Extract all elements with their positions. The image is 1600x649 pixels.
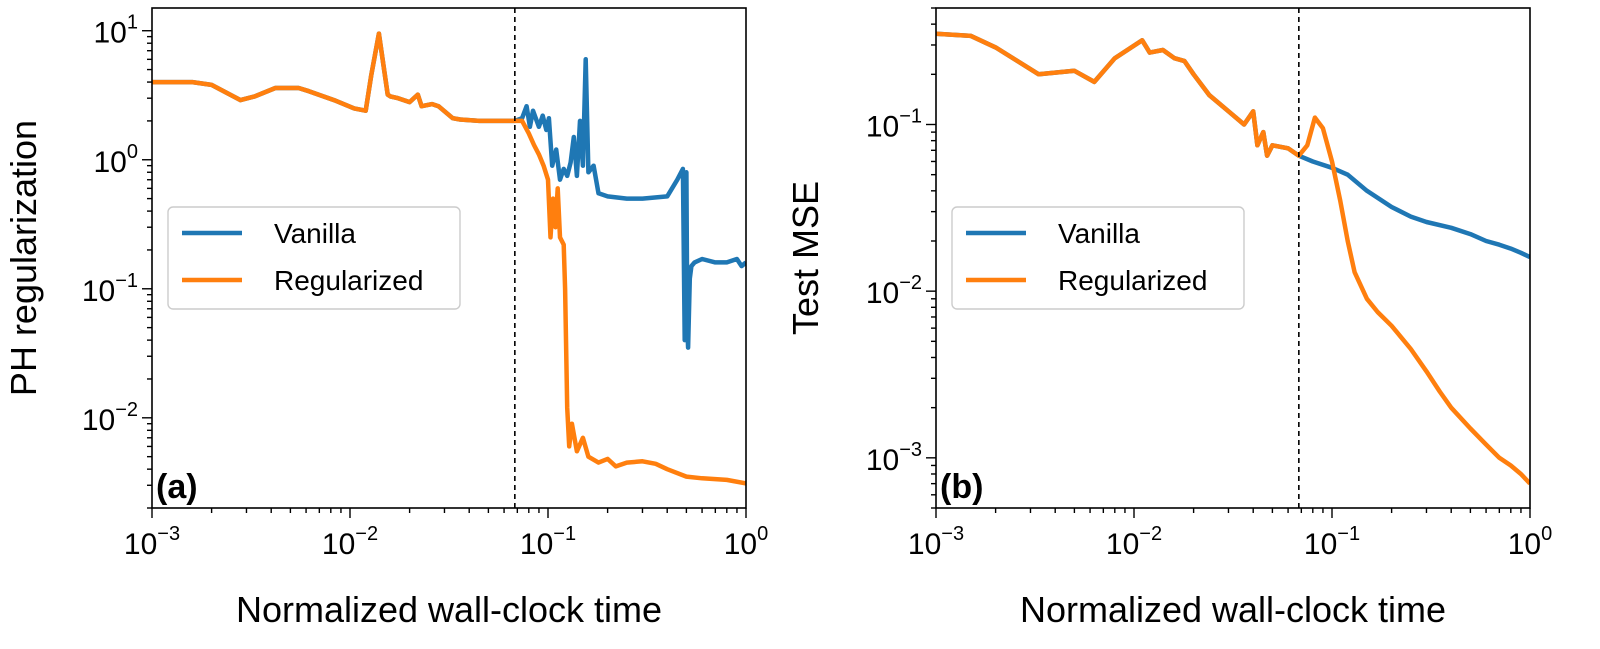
y-tick-label: 10−2 bbox=[866, 272, 922, 310]
legend: Vanilla Regularized bbox=[951, 206, 1245, 310]
x-tick-label: 10−1 bbox=[520, 523, 576, 561]
panel-b: 10−3 10−2 10−1 100 10−3 10−2 10−1 Normalized wa… bbox=[785, 7, 1553, 630]
legend-label-regularized: Regularized bbox=[1058, 265, 1207, 296]
y-tick-label: 10−1 bbox=[82, 270, 138, 308]
axes-frame bbox=[151, 7, 747, 509]
x-tick-label: 100 bbox=[724, 523, 769, 561]
legend: Vanilla Regularized bbox=[167, 206, 461, 310]
y-tick-label: 100 bbox=[94, 141, 139, 179]
panel-a: 10−3 10−2 10−1 100 10−2 10−1 100 101 Normalized … bbox=[3, 7, 769, 630]
legend-label-vanilla: Vanilla bbox=[1058, 218, 1140, 249]
y-tick-label: 10−2 bbox=[82, 399, 138, 437]
y-tick-label: 10−3 bbox=[866, 439, 922, 477]
legend-label-regularized: Regularized bbox=[274, 265, 423, 296]
x-tick-label: 10−2 bbox=[322, 523, 378, 561]
y-axis-label: Test MSE bbox=[785, 181, 826, 335]
plot-area bbox=[936, 31, 1530, 486]
x-tick-label: 10−3 bbox=[124, 523, 180, 561]
y-axis-label: PH regularization bbox=[3, 120, 44, 396]
x-tick-label: 100 bbox=[1508, 523, 1553, 561]
y-tick-label: 10−1 bbox=[866, 105, 922, 143]
x-tick-label: 10−1 bbox=[1304, 523, 1360, 561]
x-tick-label: 10−2 bbox=[1106, 523, 1162, 561]
x-tick-label: 10−3 bbox=[908, 523, 964, 561]
y-tick-label: 101 bbox=[94, 12, 139, 50]
legend-label-vanilla: Vanilla bbox=[274, 218, 356, 249]
x-axis-label: Normalized wall-clock time bbox=[1020, 589, 1446, 630]
series-line-regularized bbox=[936, 31, 1530, 486]
plot-area bbox=[152, 31, 746, 486]
series-line-regularized bbox=[152, 31, 746, 486]
axes-frame bbox=[935, 7, 1531, 509]
panel-label: (b) bbox=[940, 468, 983, 506]
x-axis-label: Normalized wall-clock time bbox=[236, 589, 662, 630]
panel-label: (a) bbox=[156, 468, 198, 506]
